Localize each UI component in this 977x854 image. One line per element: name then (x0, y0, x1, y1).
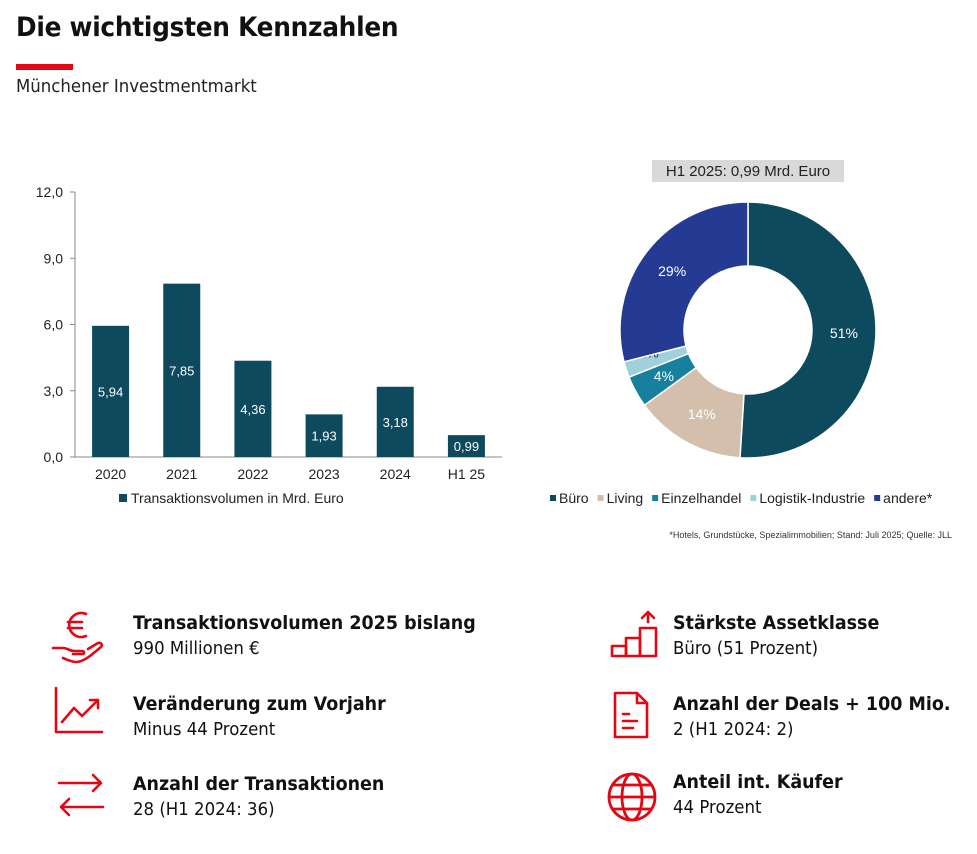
legend-label: Logistik-Industrie (759, 490, 865, 506)
kpi-title: Veränderung zum Vorjahr (133, 693, 386, 715)
kpi-value: 2 (H1 2024: 2) (673, 719, 794, 740)
page-subtitle: Münchener Investmentmarkt (16, 76, 257, 97)
kpi-transactions: Anzahl der Transaktionen 28 (H1 2024: 36… (133, 773, 513, 820)
y-tick-label: 6,0 (44, 317, 64, 333)
kpi-transaction-volume: Transaktionsvolumen 2025 bislang 990 Mil… (133, 612, 513, 659)
legend-swatch (597, 495, 604, 501)
y-tick-label: 0,0 (44, 449, 64, 465)
bar (376, 386, 414, 457)
legend-label: andere* (883, 490, 933, 506)
bar-data-label: 0,99 (454, 439, 479, 454)
x-tick-label: 2022 (237, 466, 268, 482)
x-tick-label: H1 25 (448, 466, 486, 482)
bar (92, 325, 130, 457)
x-tick-label: 2020 (95, 466, 126, 482)
bar (447, 435, 485, 457)
kpi-title: Anzahl der Transaktionen (133, 773, 385, 795)
legend-label: Transaktionsvolumen in Mrd. Euro (131, 490, 344, 506)
bar-data-label: 1,93 (311, 429, 336, 444)
legend-swatch (652, 495, 659, 501)
legend-label: Living (607, 490, 644, 506)
kpi-change: Veränderung zum Vorjahr Minus 44 Prozent (133, 693, 513, 740)
kpi-value: 28 (H1 2024: 36) (133, 799, 275, 820)
donut-slice (739, 201, 877, 459)
bar-data-label: 7,85 (169, 363, 194, 378)
legend-swatch (550, 495, 556, 501)
kpi-title: Stärkste Assetklasse (673, 612, 880, 634)
exchange-arrows-icon (55, 773, 107, 824)
y-tick-label: 3,0 (44, 383, 64, 399)
donut-data-label: 29% (658, 263, 686, 279)
donut-data-label: 4% (654, 368, 674, 384)
donut-data-label: 14% (688, 406, 716, 422)
bar-chart: 0,0 3,0 6,0 9,0 12,0 5,94 2020 7,85 2021 4,36 2022… (36, 184, 502, 506)
kpi-title: Anzahl der Deals + 100 Mio. (673, 693, 951, 715)
kpi-value: 44 Prozent (673, 797, 762, 818)
donut-title: H1 2025: 0,99 Mrd. Euro (666, 163, 830, 180)
bar-data-label: 3,18 (383, 415, 408, 430)
donut-title-box (652, 160, 844, 182)
legend-label: Büro (559, 490, 589, 506)
kpi-title: Transaktionsvolumen 2025 bislang (133, 612, 476, 634)
legend-swatch (750, 495, 757, 501)
accent-bar (16, 64, 73, 70)
kpi-strongest-asset: Stärkste Assetklasse Büro (51 Prozent) (673, 612, 977, 659)
bar (163, 283, 201, 457)
kpi-title: Anteil int. Käufer (673, 771, 843, 793)
trend-chart-icon (52, 686, 104, 741)
kpi-value: Minus 44 Prozent (133, 719, 276, 740)
legend-label: Einzelhandel (661, 490, 741, 506)
bar-data-label: 5,94 (98, 384, 123, 399)
bar (305, 414, 343, 457)
euro-hand-icon (50, 608, 106, 671)
stairs-growth-icon (610, 610, 662, 665)
x-tick-label: 2023 (309, 466, 340, 482)
x-tick-label: 2021 (166, 466, 197, 482)
donut-slice (619, 201, 749, 363)
y-tick-label: 12,0 (36, 184, 63, 200)
x-tick-label: 2024 (380, 466, 411, 482)
kpi-value: Büro (51 Prozent) (673, 638, 819, 659)
legend-swatch (874, 495, 881, 501)
globe-icon (605, 770, 659, 829)
y-tick-label: 9,0 (44, 250, 64, 266)
kpi-value: 990 Millionen € (133, 638, 260, 659)
legend-swatch (119, 494, 127, 502)
kpi-deals: Anzahl der Deals + 100 Mio. 2 (H1 2024: … (673, 693, 977, 740)
kpi-int-buyers: Anteil int. Käufer 44 Prozent (673, 771, 977, 818)
document-icon (612, 690, 650, 745)
donut-chart: H1 2025: 0,99 Mrd. Euro51%14%4%2%29%Büro… (550, 160, 952, 540)
bar-data-label: 4,36 (240, 402, 265, 417)
page-title: Die wichtigsten Kennzahlen (16, 12, 399, 43)
footnote: *Hotels, Grundstücke, Spezialimmobilien;… (669, 530, 952, 540)
bar (234, 360, 272, 457)
donut-data-label: 51% (830, 325, 858, 341)
